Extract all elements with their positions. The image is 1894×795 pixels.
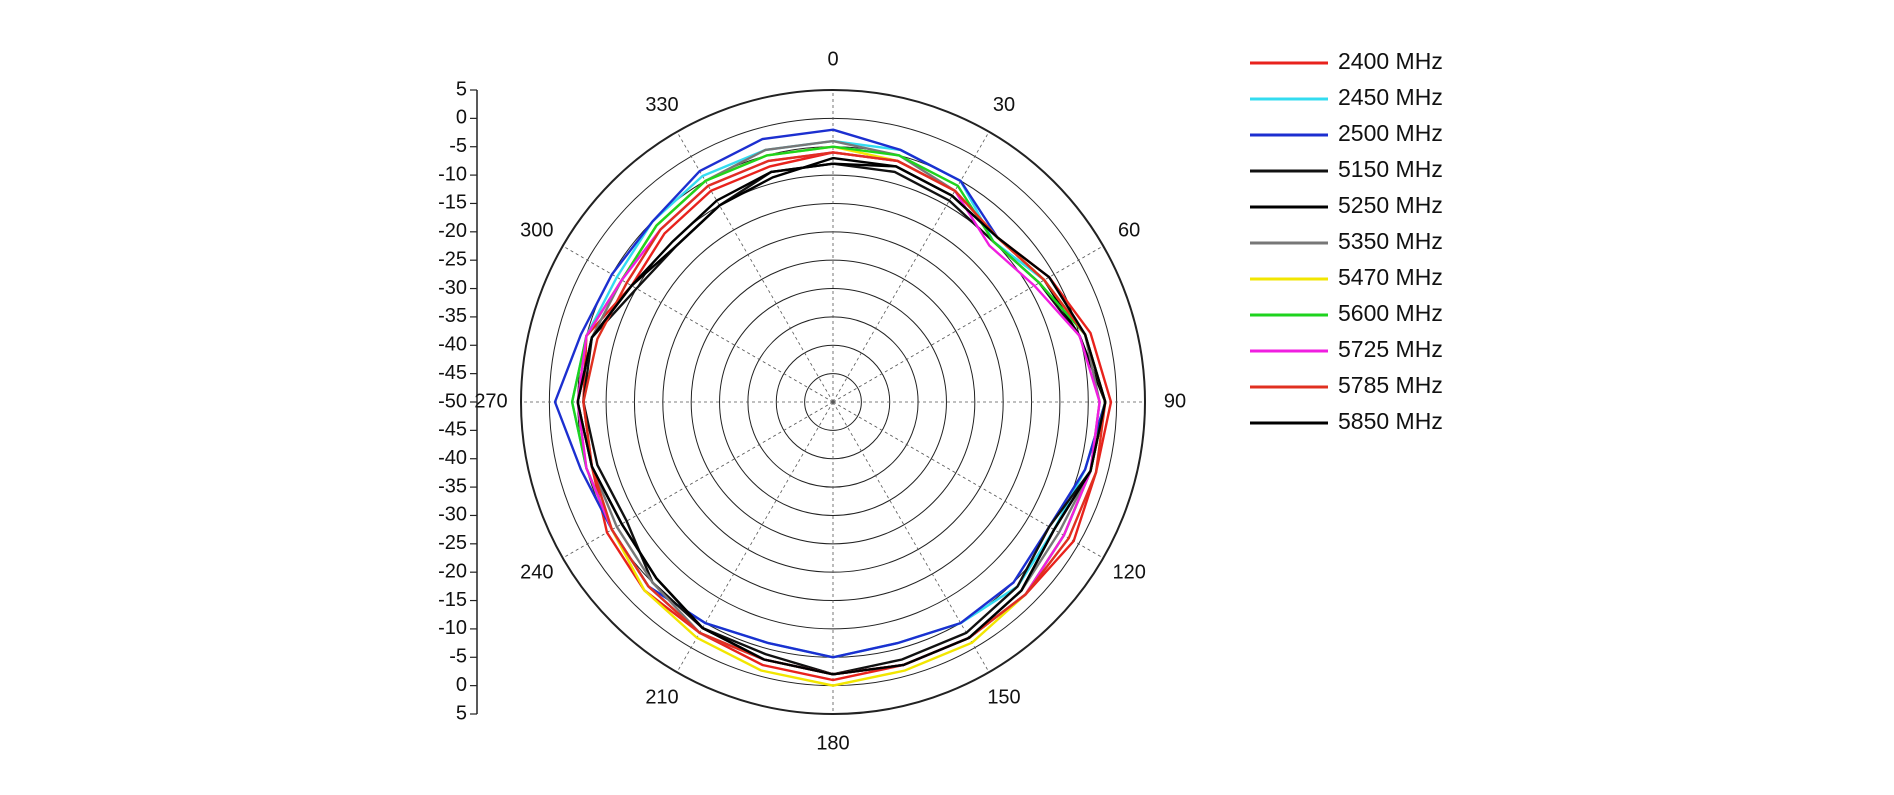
legend-label: 5350 MHz bbox=[1338, 228, 1443, 254]
r-tick-label: -30 bbox=[438, 277, 467, 299]
theta-tick-label: 210 bbox=[645, 686, 678, 708]
r-tick-label: -5 bbox=[449, 135, 467, 157]
grid-ring bbox=[605, 174, 1061, 630]
theta-tick-label: 300 bbox=[520, 219, 553, 241]
grid-spoke bbox=[832, 131, 990, 403]
grid-spoke bbox=[832, 401, 1104, 559]
legend-label: 5150 MHz bbox=[1338, 156, 1443, 182]
r-tick-label: -25 bbox=[438, 532, 467, 554]
theta-tick-label: 270 bbox=[474, 390, 507, 412]
legend-label: 5470 MHz bbox=[1338, 264, 1443, 290]
grid-spoke bbox=[562, 245, 834, 403]
r-tick-label: -15 bbox=[438, 192, 467, 214]
legend-label: 2450 MHz bbox=[1338, 84, 1443, 110]
grid-spoke bbox=[832, 245, 1104, 403]
r-tick-label: -25 bbox=[438, 248, 467, 270]
theta-tick-label: 30 bbox=[993, 94, 1015, 116]
r-tick-label: -30 bbox=[438, 504, 467, 526]
r-tick-label: -50 bbox=[438, 390, 467, 412]
grid-ring bbox=[520, 89, 1146, 715]
r-tick-label: -40 bbox=[438, 334, 467, 356]
grid-ring bbox=[690, 259, 976, 545]
legend-label: 2400 MHz bbox=[1338, 48, 1443, 74]
r-tick-label: -20 bbox=[438, 560, 467, 582]
grid-spoke bbox=[676, 401, 834, 673]
legend-label: 5250 MHz bbox=[1338, 192, 1443, 218]
theta-tick-label: 60 bbox=[1118, 219, 1140, 241]
r-tick-label: -5 bbox=[449, 646, 467, 668]
series-line bbox=[576, 145, 1107, 687]
theta-tick-label: 150 bbox=[987, 686, 1020, 708]
series-line bbox=[576, 151, 1101, 676]
series-line bbox=[582, 151, 1113, 682]
grid-spoke bbox=[832, 401, 990, 673]
r-tick-label: -40 bbox=[438, 447, 467, 469]
legend-label: 5725 MHz bbox=[1338, 336, 1443, 362]
r-tick-label: -45 bbox=[438, 362, 467, 384]
legend-label: 5785 MHz bbox=[1338, 372, 1443, 398]
theta-tick-label: 330 bbox=[645, 94, 678, 116]
r-tick-label: -15 bbox=[438, 589, 467, 611]
r-tick-label: 5 bbox=[456, 78, 467, 100]
series-line bbox=[576, 162, 1107, 676]
grid-ring bbox=[804, 373, 862, 431]
grid-ring bbox=[719, 288, 947, 516]
theta-tick-label: 0 bbox=[827, 48, 838, 70]
legend-label: 5600 MHz bbox=[1338, 300, 1443, 326]
r-tick-label: 0 bbox=[456, 674, 467, 696]
theta-tick-label: 180 bbox=[816, 732, 849, 754]
theta-tick-label: 240 bbox=[520, 561, 553, 583]
r-tick-label: 5 bbox=[456, 702, 467, 724]
r-tick-label: -45 bbox=[438, 419, 467, 441]
theta-tick-label: 120 bbox=[1112, 561, 1145, 583]
legend-label: 5850 MHz bbox=[1338, 408, 1443, 434]
grid-spoke bbox=[562, 401, 834, 559]
theta-tick-label: 90 bbox=[1164, 390, 1186, 412]
r-tick-label: -35 bbox=[438, 475, 467, 497]
legend-label: 2500 MHz bbox=[1338, 120, 1443, 146]
r-tick-label: -10 bbox=[438, 617, 467, 639]
r-tick-label: 0 bbox=[456, 107, 467, 129]
r-tick-label: -20 bbox=[438, 220, 467, 242]
r-tick-label: -35 bbox=[438, 305, 467, 327]
r-tick-label: -10 bbox=[438, 163, 467, 185]
